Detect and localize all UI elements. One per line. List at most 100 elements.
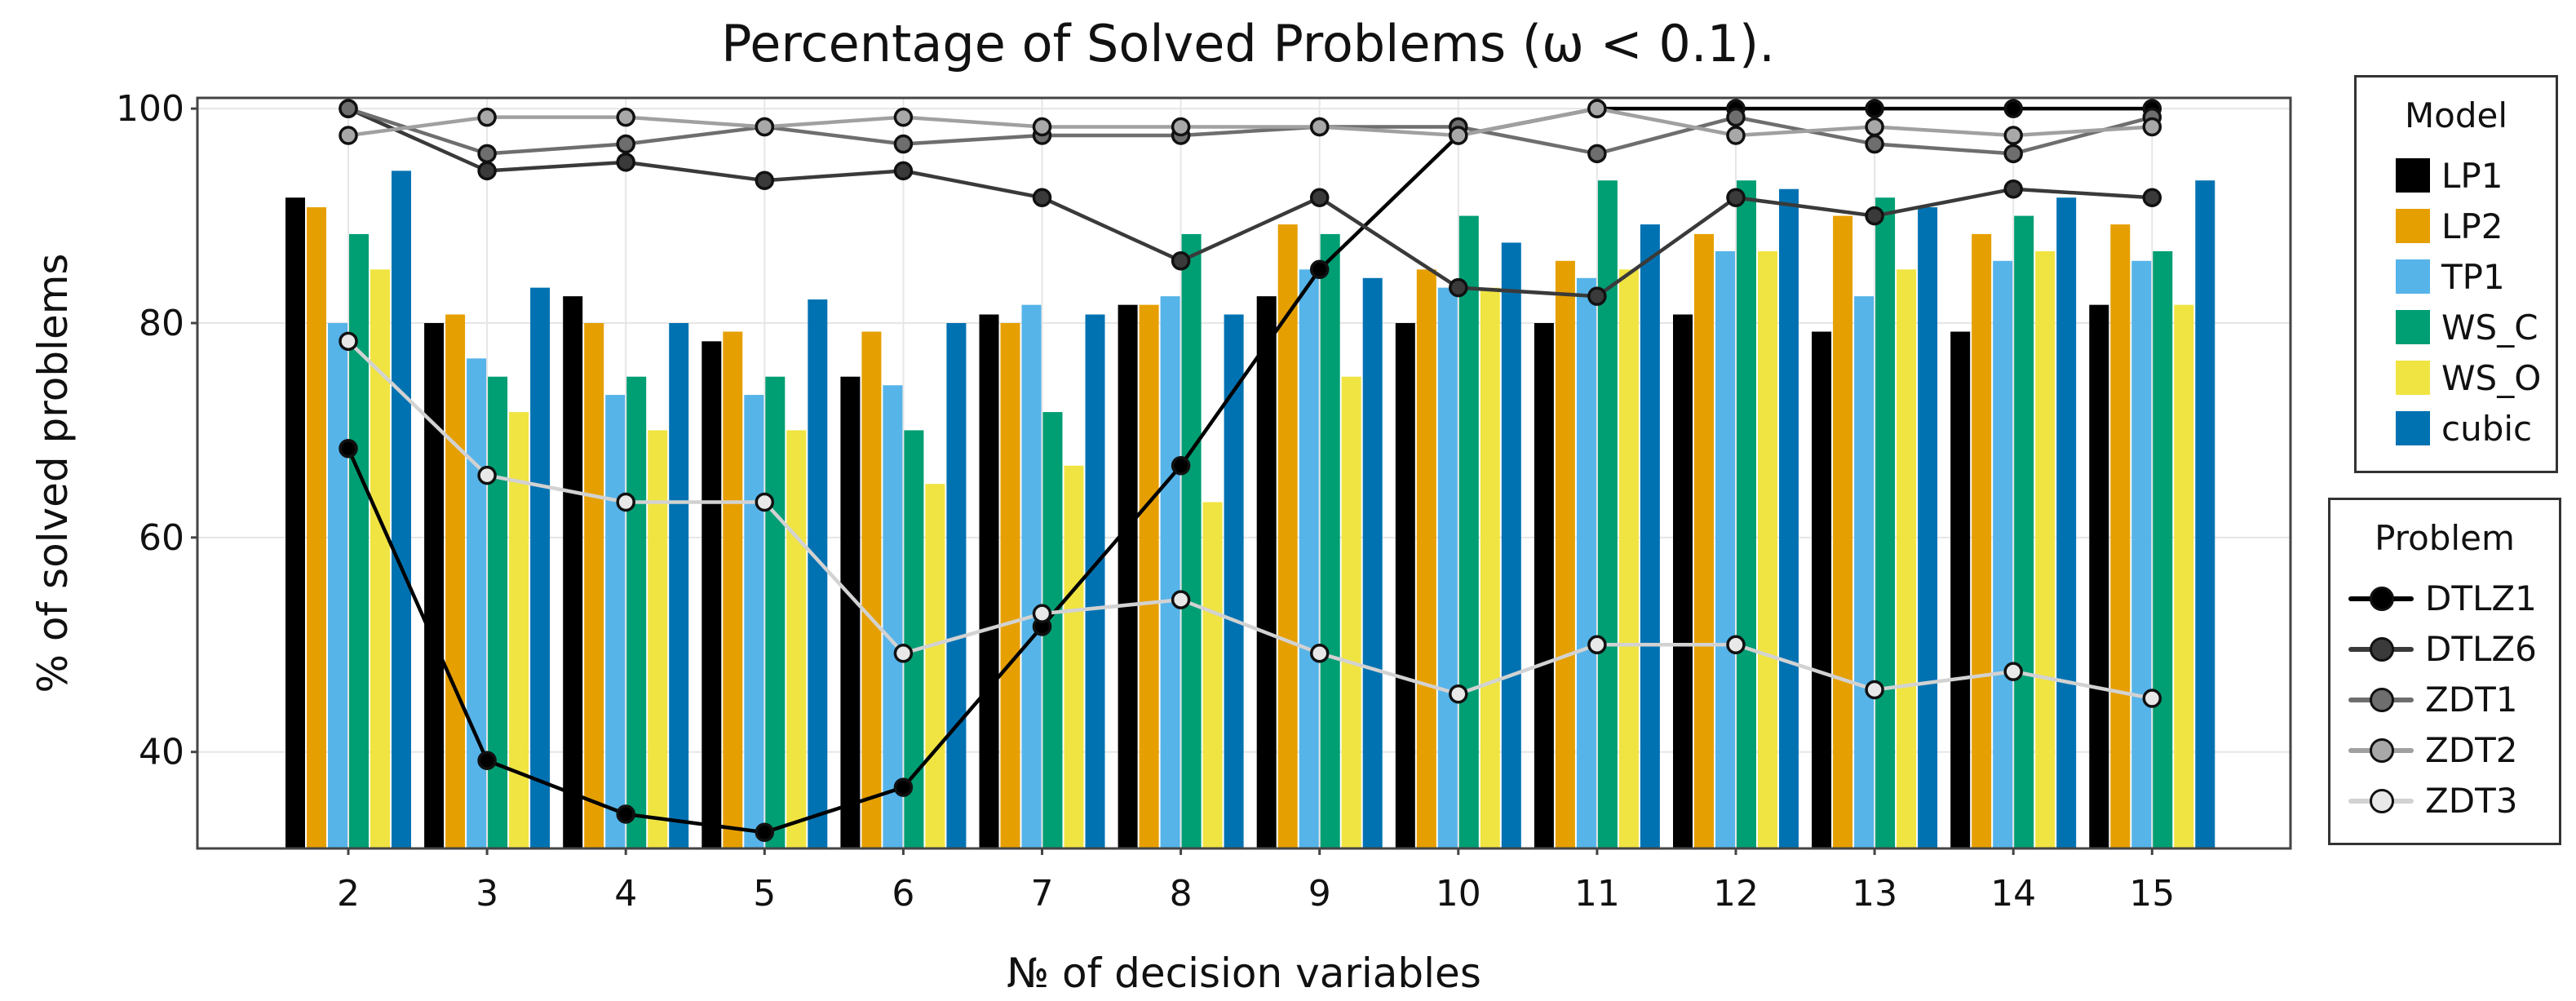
- point-zdt1: [1865, 134, 1884, 154]
- point-dtlz6: [893, 161, 914, 181]
- point-zdt3: [1726, 635, 1746, 655]
- bar-lp1: [1812, 331, 1832, 848]
- point-zdt3: [477, 465, 497, 485]
- legend-swatch: [2396, 259, 2430, 294]
- bar-lp2: [861, 331, 882, 848]
- problem-legend-item: DTLZ6: [2330, 623, 2559, 674]
- point-zdt1: [616, 134, 635, 154]
- point-dtlz1: [1309, 259, 1330, 280]
- point-dtlz1: [477, 751, 497, 770]
- bar-lp2: [584, 323, 604, 848]
- bar-ws-o: [648, 430, 668, 848]
- legend-swatch: [2396, 361, 2430, 395]
- point-zdt2: [477, 107, 497, 127]
- y-tick-label: 60: [139, 517, 184, 559]
- x-tick-label: 12: [1713, 873, 1759, 915]
- bar-ws-o: [1758, 250, 1777, 848]
- line-zdt2: [347, 106, 2153, 138]
- legend-label: WS_O: [2441, 357, 2542, 398]
- line-dtlz6: [347, 107, 2153, 299]
- point-zdt3: [1171, 590, 1191, 609]
- x-tick-label: 7: [1031, 873, 1054, 915]
- x-tick-label: 2: [337, 873, 360, 915]
- point-zdt1: [1726, 107, 1746, 127]
- bar-cubic: [2195, 180, 2215, 848]
- point-dtlz6: [1726, 188, 1746, 207]
- model-legend-item: LP1: [2357, 150, 2556, 201]
- bar-cubic: [530, 287, 551, 849]
- bar-ws-o: [509, 412, 529, 849]
- bar-cubic: [2056, 197, 2077, 848]
- legend-label: DTLZ6: [2425, 628, 2537, 669]
- bar-cubic: [1779, 188, 1799, 848]
- legend-label: DTLZ1: [2425, 578, 2537, 618]
- point-dtlz1: [616, 804, 635, 824]
- bar-tp1: [2131, 260, 2152, 848]
- x-tick-label: 3: [476, 873, 498, 915]
- bar-ws-c: [488, 376, 508, 848]
- problem-legend-item: DTLZ1: [2330, 573, 2559, 623]
- line-dtlz1: [346, 106, 2153, 835]
- point-zdt3: [1032, 604, 1052, 623]
- point-dtlz6: [1032, 188, 1052, 207]
- bar-tp1: [1021, 304, 1042, 849]
- bar-lp1: [1534, 323, 1554, 848]
- bar-cubic: [1501, 242, 1521, 848]
- point-zdt2: [2003, 126, 2023, 145]
- bar-cubic: [808, 299, 828, 849]
- legend-swatch: [2396, 411, 2430, 445]
- point-dtlz6: [1587, 286, 1607, 306]
- bar-tp1: [744, 395, 764, 848]
- bar-ws-o: [370, 269, 390, 848]
- x-axis-label: № of decision variables: [1007, 950, 1481, 997]
- point-zdt1: [477, 144, 497, 164]
- bar-ws-o: [1341, 376, 1361, 848]
- legend-label: TP1: [2441, 256, 2505, 297]
- bar-cubic: [1085, 314, 1105, 848]
- bar-lp2: [1972, 233, 1992, 848]
- point-zdt3: [339, 331, 358, 352]
- model-legend-item: WS_C: [2357, 302, 2556, 352]
- legend-marker: [2370, 688, 2394, 712]
- model-legend-title: Model: [2404, 95, 2508, 135]
- point-dtlz6: [1449, 277, 1468, 298]
- legend-swatch: [2396, 209, 2430, 243]
- bar-tp1: [883, 385, 903, 848]
- point-zdt2: [1032, 117, 1052, 137]
- point-zdt2: [2142, 117, 2162, 137]
- legend-label: WS_C: [2441, 307, 2538, 348]
- bar-tp1: [605, 395, 626, 848]
- point-zdt3: [1309, 644, 1330, 663]
- bar-ws-o: [1897, 269, 1917, 848]
- point-dtlz1: [755, 822, 775, 843]
- legend-label: cubic: [2441, 408, 2533, 449]
- bar-lp1: [702, 341, 722, 848]
- bar-ws-o: [925, 484, 945, 848]
- bar-lp1: [1950, 331, 1971, 848]
- legend-marker: [2370, 738, 2394, 763]
- bar-lp1: [979, 314, 999, 848]
- legend-marker: [2370, 637, 2394, 662]
- bar-lp2: [1416, 269, 1436, 848]
- bar-lp2: [723, 331, 743, 848]
- bar-lp2: [445, 314, 466, 848]
- bar-lp1: [563, 296, 583, 849]
- bar-lp1: [285, 197, 305, 848]
- point-zdt3: [755, 492, 775, 512]
- bar-cubic: [1362, 277, 1383, 848]
- point-zdt1: [339, 99, 358, 118]
- model-legend-item: cubic: [2357, 403, 2556, 454]
- problem-legend-item: ZDT1: [2330, 674, 2559, 724]
- point-dtlz6: [1309, 188, 1330, 207]
- point-dtlz6: [616, 153, 635, 172]
- line-zdt1: [347, 107, 2153, 156]
- legend-line-key: [2348, 581, 2414, 615]
- bar-lp2: [1277, 224, 1298, 849]
- bar-series-group: [285, 171, 2215, 849]
- problem-legend-title: Problem: [2375, 518, 2515, 558]
- bar-ws-o: [1618, 269, 1639, 848]
- point-zdt2: [893, 107, 914, 127]
- bar-cubic: [1918, 207, 1938, 849]
- bar-ws-c: [1875, 197, 1896, 848]
- bar-ws-o: [2174, 304, 2194, 849]
